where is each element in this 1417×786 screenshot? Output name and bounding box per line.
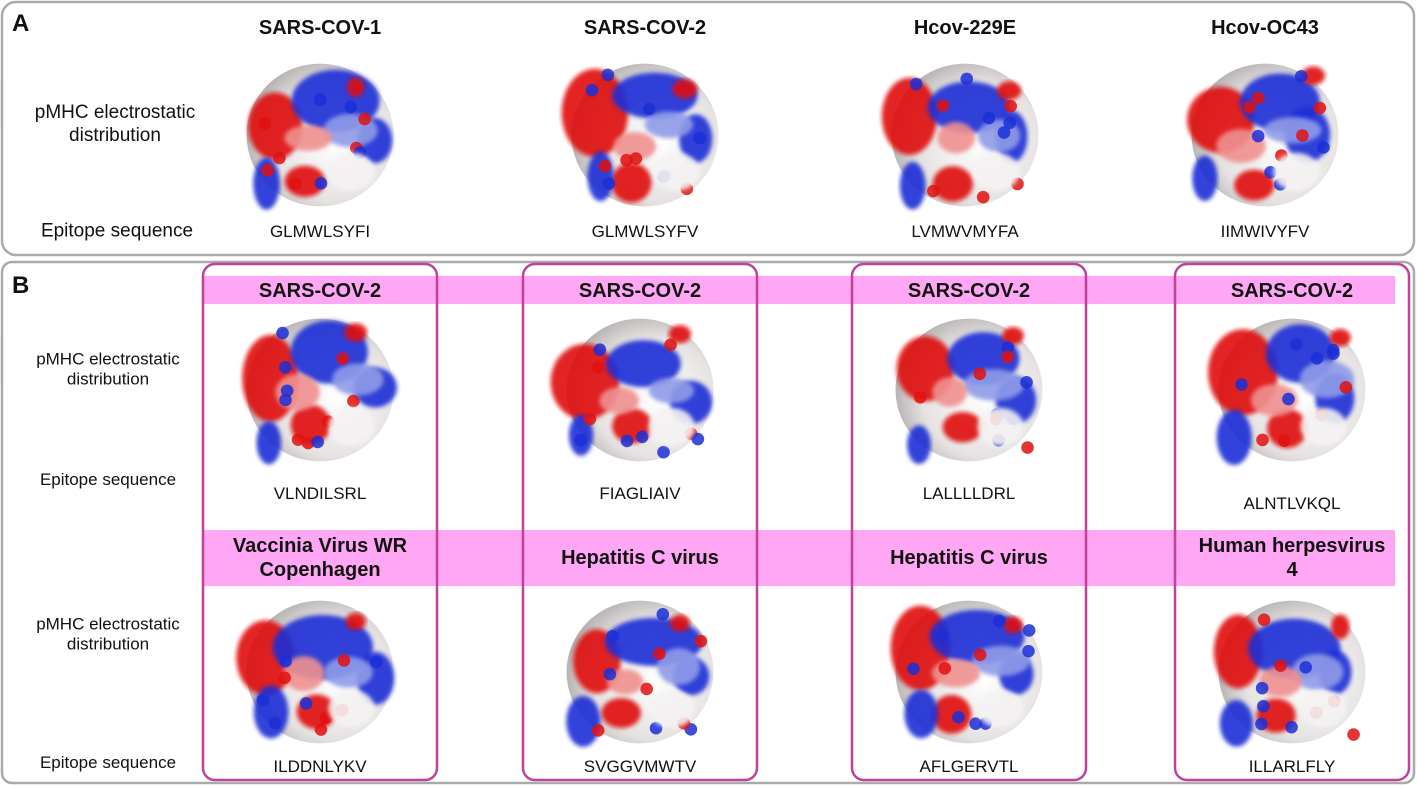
row-label: pMHC electrostatic distribution (36, 614, 180, 654)
protein-surface (550, 318, 714, 462)
column-title: Hepatitis C virus (890, 547, 1048, 569)
protein-surface (246, 63, 394, 210)
column-title: SARS-COV-2 (907, 280, 1031, 302)
band (203, 276, 1395, 304)
protein-surface (236, 600, 395, 744)
column-title: SARS-COV-2 (578, 280, 702, 302)
column-frame (850, 262, 1088, 782)
protein-surface (895, 318, 1043, 465)
column-frame (521, 262, 759, 782)
protein-surface (890, 600, 1043, 744)
protein-surface (1213, 600, 1366, 747)
band (203, 530, 1395, 586)
protein-surface (1208, 318, 1366, 465)
epitope-sequence: ILLARLFLY (1248, 756, 1336, 776)
epitope-sequence: AFLGERVTL (919, 756, 1019, 776)
epitope-sequence: IIMWIVYFV (1220, 221, 1310, 241)
column-title: Hcov-OC43 (1211, 17, 1319, 39)
protein-surface (561, 63, 719, 207)
column-title: Hcov-229E (913, 17, 1017, 39)
epitope-sequence: FIAGLIAIV (599, 483, 681, 503)
column-title: Vaccinia Virus WR Copenhagen (232, 535, 408, 581)
panel-label: A (12, 10, 30, 37)
protein-surface (1187, 63, 1339, 207)
column-title: Human herpesvirus 4 (1198, 535, 1386, 581)
epitope-sequence: LVMWVMYFA (911, 221, 1019, 241)
epitope-sequence: ILDDNLYKV (273, 756, 367, 776)
row-label: Epitope sequence (40, 220, 194, 242)
row-label: Epitope sequence (39, 752, 177, 772)
panel-a-frame (0, 0, 1416, 257)
column-frame (201, 262, 439, 782)
epitope-sequence: VLNDILSRL (273, 483, 367, 503)
protein-surface (242, 318, 398, 465)
row-label: pMHC electrostatic distribution (34, 102, 196, 146)
protein-surface (881, 63, 1039, 210)
column-title: Hepatitis C virus (561, 547, 719, 569)
epitope-sequence: GLMWLSYFV (591, 221, 699, 241)
epitope-sequence: SVGGVMWTV (583, 756, 697, 776)
panel-b-frame (0, 260, 1416, 785)
row-label: pMHC electrostatic distribution (36, 349, 180, 389)
epitope-sequence: LALLLLDRL (922, 483, 1016, 503)
column-frame (1173, 262, 1411, 782)
column-title: SARS-COV-2 (583, 17, 707, 39)
row-label: Epitope sequence (39, 469, 177, 489)
panel-label: B (12, 272, 30, 299)
protein-surface (566, 600, 714, 747)
epitope-sequence: ALNTLVKQL (1243, 493, 1341, 513)
epitope-sequence: GLMWLSYFI (269, 221, 371, 241)
column-title: SARS-COV-2 (258, 280, 382, 302)
column-title: SARS-COV-2 (1230, 280, 1354, 302)
column-title: SARS-COV-1 (258, 17, 382, 39)
